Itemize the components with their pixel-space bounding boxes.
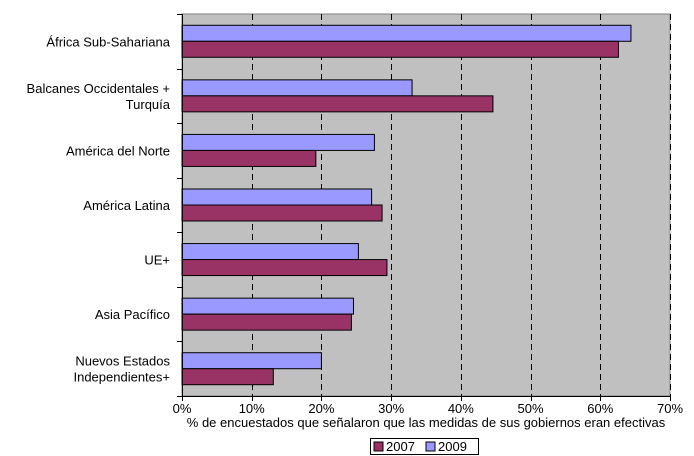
x-tick-label: 0% — [173, 401, 192, 416]
category-label: Independientes+ — [73, 370, 170, 385]
bar-2009 — [181, 188, 373, 206]
x-tick-label: 40% — [448, 401, 474, 416]
bar-2007 — [181, 368, 274, 386]
category-label: Balcanes Occidentales + — [27, 81, 170, 96]
category-label: Nuevos Estados — [75, 354, 170, 369]
bar-2009 — [181, 243, 359, 261]
bar-2007 — [181, 259, 388, 277]
tick-labels: 0% 10% 20% 30% 40% 50% 60% 70% — [173, 401, 684, 416]
category-label: Turquía — [126, 97, 171, 112]
legend-swatch-2009 — [425, 441, 436, 452]
bar-2009 — [181, 79, 413, 97]
category-label: América Latina — [83, 198, 170, 213]
x-tick-label: 50% — [518, 401, 544, 416]
x-tick-label: 10% — [239, 401, 265, 416]
legend-label-2007: 2007 — [386, 439, 415, 454]
legend-box — [370, 438, 479, 455]
category-label: América del Norte — [66, 143, 170, 158]
bar-2007 — [181, 204, 383, 222]
bar-2007 — [181, 149, 317, 167]
bar-2007 — [181, 313, 352, 331]
bar-2009 — [181, 352, 322, 370]
x-tick-label: 30% — [378, 401, 404, 416]
x-tick-label: 60% — [587, 401, 613, 416]
bar-2009 — [181, 24, 632, 42]
bar-2009 — [181, 297, 354, 315]
bar-2007 — [181, 95, 494, 113]
x-tick-label: 20% — [308, 401, 334, 416]
x-tick-label: 70% — [657, 401, 683, 416]
bar-2009 — [181, 133, 375, 151]
legend: 2007 2009 — [370, 438, 479, 455]
bar-2007 — [181, 40, 619, 58]
category-label: UE+ — [144, 253, 170, 268]
category-label: África Sub-Sahariana — [46, 34, 170, 49]
legend-label-2009: 2009 — [438, 439, 467, 454]
x-axis-title: % de encuestados que señalaron que las m… — [187, 415, 666, 430]
legend-swatch-2007 — [373, 441, 384, 452]
category-labels: África Sub-Sahariana Balcanes Occidentale… — [27, 34, 171, 384]
category-label: Asia Pacífico — [95, 307, 170, 322]
axes — [177, 14, 671, 401]
